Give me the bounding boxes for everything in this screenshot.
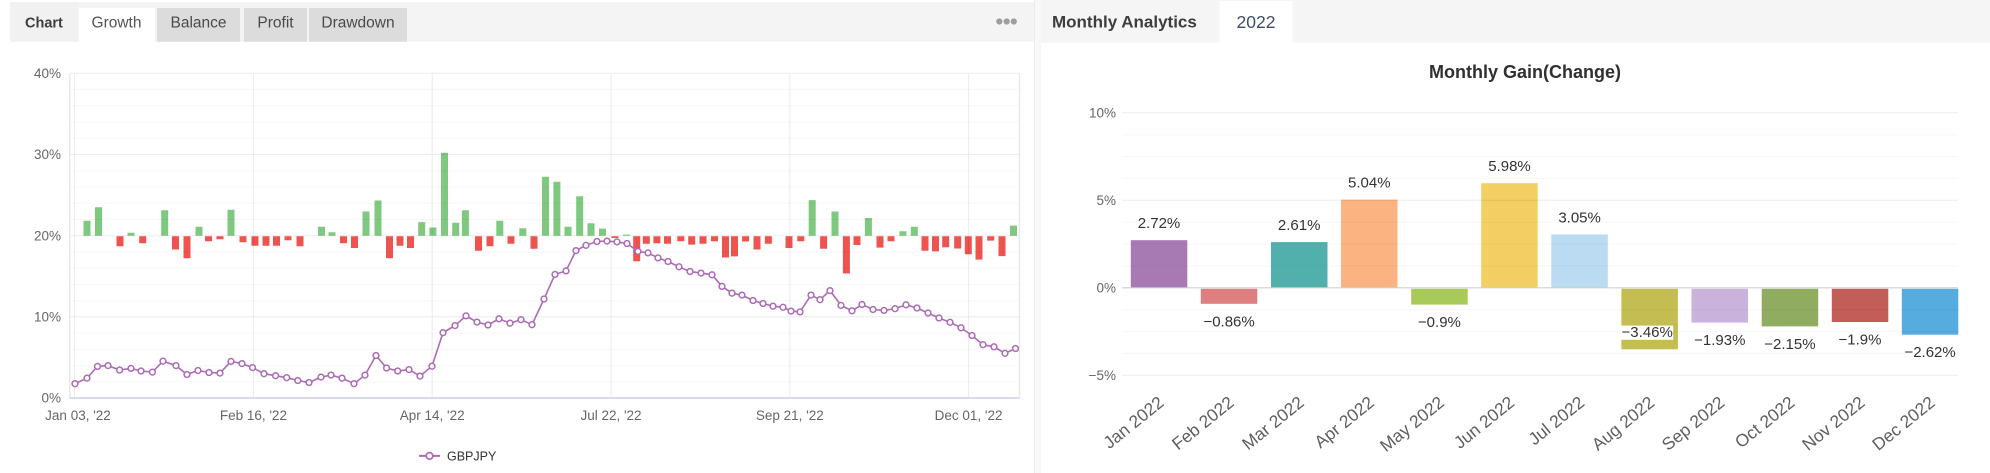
svg-text:2022: 2022 bbox=[1237, 12, 1276, 32]
svg-text:Monthly Analytics: Monthly Analytics bbox=[1052, 13, 1197, 32]
svg-text:Dec 01, '22: Dec 01, '22 bbox=[935, 408, 1003, 423]
svg-text:−3.46%: −3.46% bbox=[1622, 324, 1673, 341]
svg-text:5.04%: 5.04% bbox=[1348, 175, 1391, 192]
svg-text:Sep 21, '22: Sep 21, '22 bbox=[756, 408, 824, 423]
svg-text:40%: 40% bbox=[34, 66, 61, 81]
svg-text:3.05%: 3.05% bbox=[1558, 209, 1601, 226]
svg-text:Profit: Profit bbox=[257, 15, 294, 32]
svg-text:GBPJPY: GBPJPY bbox=[447, 449, 497, 463]
svg-text:2.61%: 2.61% bbox=[1278, 217, 1321, 234]
svg-text:−2.15%: −2.15% bbox=[1764, 336, 1815, 353]
svg-text:5.98%: 5.98% bbox=[1488, 158, 1531, 175]
svg-text:Drawdown: Drawdown bbox=[321, 15, 394, 32]
svg-text:−1.93%: −1.93% bbox=[1694, 332, 1745, 349]
svg-text:Balance: Balance bbox=[170, 15, 226, 32]
svg-text:Growth: Growth bbox=[92, 15, 142, 32]
svg-text:30%: 30% bbox=[34, 147, 61, 162]
svg-text:Monthly Gain(Change): Monthly Gain(Change) bbox=[1429, 62, 1621, 82]
svg-text:Feb 16, '22: Feb 16, '22 bbox=[220, 408, 287, 423]
svg-text:−1.9%: −1.9% bbox=[1839, 332, 1882, 349]
svg-text:−0.86%: −0.86% bbox=[1203, 313, 1254, 330]
svg-text:−0.9%: −0.9% bbox=[1418, 314, 1461, 331]
svg-text:Apr 14, '22: Apr 14, '22 bbox=[400, 408, 465, 423]
svg-text:−5%: −5% bbox=[1089, 368, 1116, 383]
svg-text:20%: 20% bbox=[34, 228, 61, 243]
svg-text:Chart: Chart bbox=[25, 16, 63, 32]
svg-text:Jan 03, '22: Jan 03, '22 bbox=[45, 408, 111, 423]
svg-text:0%: 0% bbox=[41, 391, 61, 406]
svg-text:10%: 10% bbox=[1089, 105, 1116, 120]
svg-text:−2.62%: −2.62% bbox=[1904, 344, 1955, 361]
svg-text:5%: 5% bbox=[1096, 193, 1116, 208]
svg-text:Jul 22, '22: Jul 22, '22 bbox=[580, 408, 641, 423]
svg-text:0%: 0% bbox=[1096, 280, 1116, 295]
svg-text:10%: 10% bbox=[34, 309, 61, 324]
svg-text:2.72%: 2.72% bbox=[1138, 215, 1181, 232]
